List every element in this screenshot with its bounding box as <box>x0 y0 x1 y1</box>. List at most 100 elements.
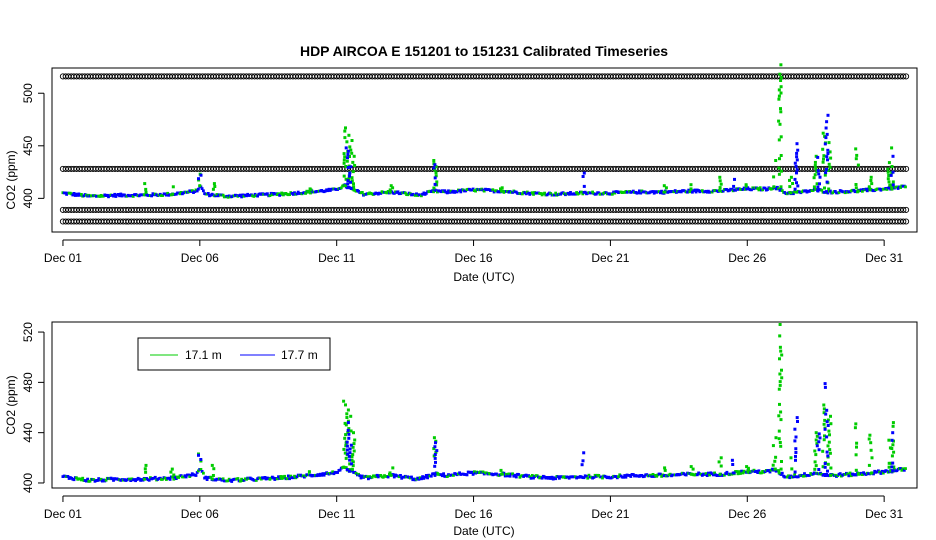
point-17-7m <box>592 476 596 479</box>
point-17-7m <box>322 473 326 477</box>
point-17-7m <box>732 471 736 475</box>
point-17-7m <box>825 435 829 439</box>
point-17-1m <box>887 438 891 442</box>
point-17-1m <box>347 177 351 181</box>
point-17-1m <box>779 169 783 173</box>
point-17-1m <box>344 177 348 181</box>
point-17-1m <box>144 470 148 474</box>
point-17-7m <box>346 452 350 456</box>
point-17-1m-spike <box>499 186 504 193</box>
point-17-1m <box>161 194 165 197</box>
point-17-7m <box>524 192 528 196</box>
point-17-1m <box>344 466 348 469</box>
point-17-1m <box>344 165 348 168</box>
point-17-1m <box>346 430 350 434</box>
panel-top-data <box>61 63 907 199</box>
point-17-1m <box>198 184 202 188</box>
point-17-7m <box>471 473 475 476</box>
point-17-1m <box>188 475 192 478</box>
point-17-1m <box>240 477 243 481</box>
point-17-7m <box>826 148 830 152</box>
point-17-1m-spike <box>717 456 723 476</box>
point-17-7m <box>825 120 829 124</box>
point-17-1m <box>822 157 825 161</box>
point-17-1m <box>434 165 438 169</box>
point-17-1m <box>719 456 723 460</box>
point-17-1m <box>435 180 439 184</box>
point-17-1m <box>890 165 894 168</box>
point-17-1m <box>307 470 311 474</box>
point-17-1m <box>757 188 761 192</box>
point-17-1m-spike <box>388 184 395 194</box>
point-17-1m <box>432 436 436 440</box>
point-17-1m <box>744 183 748 187</box>
point-17-1m <box>331 470 335 474</box>
point-17-7m <box>880 469 884 473</box>
panel-top-reference-levels <box>59 73 910 225</box>
point-17-1m <box>789 456 793 460</box>
point-17-7m <box>816 155 820 159</box>
panel-bottom: Dec 01 Dec 06 Dec 11 Dec 16 Dec 21 Dec 26 Dec … <box>4 321 918 538</box>
point-17-7m <box>150 194 153 198</box>
point-17-1m <box>855 441 859 445</box>
point-17-7m <box>112 479 115 482</box>
point-17-7m <box>792 475 795 479</box>
point-17-1m <box>827 187 831 191</box>
point-17-1m <box>892 465 896 469</box>
point-17-1m <box>432 186 436 190</box>
x-tick-label: Dec 16 <box>455 507 493 521</box>
point-17-1m <box>500 189 504 193</box>
point-17-1m <box>822 422 826 426</box>
point-17-1m <box>892 450 896 454</box>
panel-top-y-axis: 400 450 500 <box>21 83 45 208</box>
point-17-1m <box>777 88 781 92</box>
point-17-7m <box>455 190 459 194</box>
point-17-1m <box>854 186 858 190</box>
point-17-7m-spike <box>348 165 353 190</box>
y-tick-label: 520 <box>21 322 35 342</box>
point-17-7m <box>129 479 133 482</box>
point-17-1m <box>601 476 604 480</box>
point-17-1m-spike <box>718 175 723 190</box>
point-17-7m <box>465 473 469 477</box>
point-17-7m <box>581 175 585 178</box>
point-17-7m <box>421 475 424 478</box>
point-17-7m <box>204 475 208 479</box>
point-17-7m <box>636 191 640 195</box>
point-17-7m <box>793 470 797 474</box>
point-17-1m <box>826 444 830 448</box>
point-17-1m <box>434 171 438 175</box>
point-17-1m <box>530 474 534 477</box>
point-17-1m <box>828 165 832 169</box>
point-17-1m <box>202 471 205 475</box>
point-17-1m <box>745 465 749 469</box>
point-17-7m <box>347 432 351 436</box>
point-17-1m-spike <box>771 436 778 471</box>
point-17-1m <box>104 478 108 482</box>
point-17-1m <box>197 469 200 473</box>
point-17-1m <box>350 455 354 459</box>
point-17-1m <box>349 429 353 433</box>
point-17-1m <box>343 436 347 440</box>
point-17-1m <box>432 447 436 451</box>
point-17-7m <box>795 158 799 162</box>
point-17-1m <box>869 175 873 179</box>
point-17-1m <box>344 433 348 437</box>
point-17-7m <box>826 158 829 162</box>
point-17-7m <box>503 474 507 478</box>
point-17-1m <box>777 471 781 475</box>
point-17-1m <box>890 454 894 458</box>
point-17-7m <box>293 191 296 195</box>
point-17-7m <box>348 458 352 462</box>
point-17-1m <box>210 477 214 481</box>
point-17-7m-spike <box>730 458 736 475</box>
point-17-7m <box>818 175 822 179</box>
point-17-7m <box>64 191 67 195</box>
point-17-1m <box>815 182 819 186</box>
point-17-1m <box>543 191 546 195</box>
point-17-1m <box>788 185 792 189</box>
point-17-1m <box>348 145 352 149</box>
point-17-1m <box>779 185 783 189</box>
point-17-1m <box>758 186 762 190</box>
point-17-7m <box>189 473 193 477</box>
